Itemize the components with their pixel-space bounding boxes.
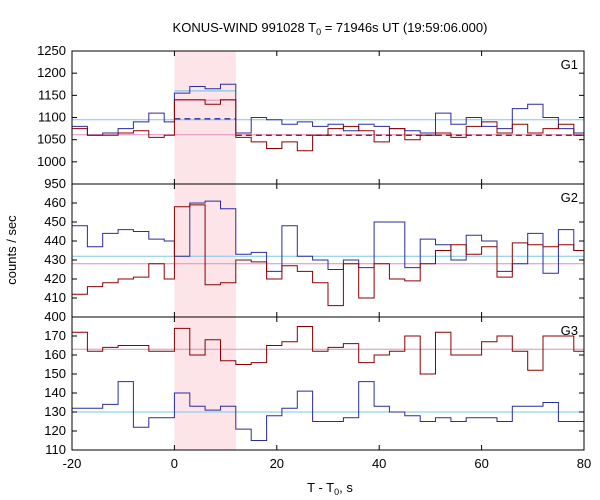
panel-label: G1: [561, 57, 578, 72]
series-line-blue: [72, 83, 584, 136]
y-tick-label: 130: [44, 404, 66, 419]
x-axis-label: T - T0, s: [307, 480, 353, 497]
y-tick-label: 400: [44, 309, 66, 324]
panel-frame: [71, 316, 585, 451]
y-tick-label: 120: [44, 423, 66, 438]
panel-label: G3: [561, 323, 578, 338]
panel-label: G2: [561, 190, 578, 205]
y-tick-label: 110: [45, 442, 66, 457]
plot-area: [72, 326, 584, 441]
y-axis-label: counts / sec: [4, 215, 19, 285]
plot-area: [72, 200, 584, 307]
y-tick-label: 1050: [37, 132, 66, 147]
y-tick-label: 440: [44, 233, 66, 248]
y-tick-label: 170: [44, 328, 66, 343]
series-line-red: [72, 99, 584, 152]
y-tick-label: 950: [44, 176, 66, 191]
y-tick-label: 1150: [38, 87, 66, 102]
y-tick-label: 450: [44, 214, 66, 229]
x-tick-label: 20: [270, 456, 284, 471]
x-tick-label: 0: [171, 456, 178, 471]
x-tick-label: 40: [372, 456, 386, 471]
y-tick-label: 1250: [37, 43, 66, 58]
series-line-red: [72, 204, 584, 307]
series-line-blue: [72, 200, 584, 274]
x-tick-label: 60: [474, 456, 488, 471]
panels-group: 950100010501100115012001250G140041042043…: [37, 43, 591, 471]
plot-area: [72, 83, 584, 152]
y-tick-label: 410: [44, 290, 66, 305]
y-tick-label: 150: [44, 366, 66, 381]
y-tick-label: 430: [44, 252, 66, 267]
chart-title: KONUS-WIND 991028 T0 = 71946s UT (19:59:…: [173, 20, 488, 37]
series-line-red: [72, 326, 584, 375]
y-tick-label: 1100: [38, 110, 66, 125]
panel-g1: 950 1000 1050 1100 1150 1200 1250 G1: [37, 43, 585, 191]
y-tick-label: 1000: [37, 154, 66, 169]
series-line-blue: [72, 381, 584, 441]
x-tick-label: -20: [63, 456, 82, 471]
panel-g2: 400 410 420 430 440 450 460 G2: [44, 183, 585, 324]
y-tick-label: 140: [44, 385, 66, 400]
y-tick-label: 460: [44, 195, 66, 210]
y-tick-label: 1200: [37, 65, 66, 80]
y-tick-label: 160: [44, 347, 66, 362]
panel-g3: 110 120 130 140 150 160 170 G3: [44, 316, 585, 457]
highlight-region: [174, 317, 236, 450]
highlight-region: [174, 51, 236, 184]
y-tick-label: 420: [44, 271, 66, 286]
x-tick-label: 80: [577, 456, 591, 471]
